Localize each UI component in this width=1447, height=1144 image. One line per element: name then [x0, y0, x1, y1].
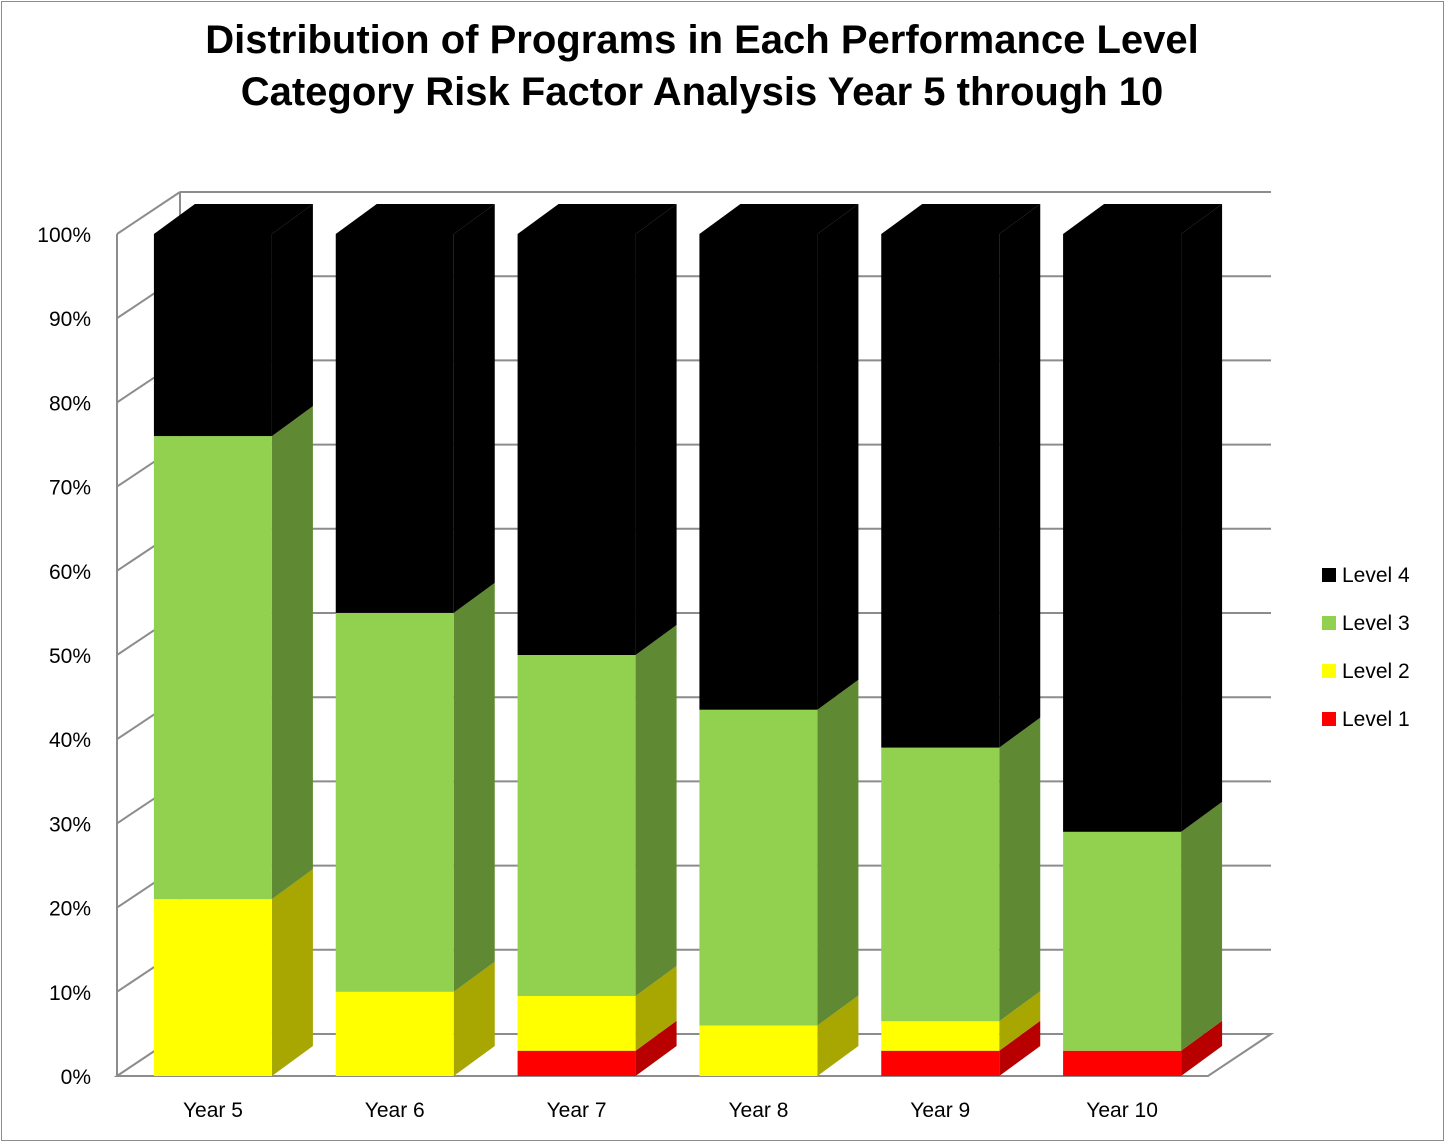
- side-wall-gridline: [116, 191, 181, 235]
- bar-segment: [1063, 1050, 1182, 1076]
- bar-segment: [699, 234, 818, 710]
- bar-side: [271, 406, 313, 900]
- bar-side: [271, 869, 313, 1076]
- bar-segment: [153, 899, 272, 1076]
- y-tick-label: 80%: [49, 392, 91, 415]
- bar-segment: [1063, 234, 1182, 832]
- y-tick-label: 30%: [49, 813, 91, 836]
- bar-side: [635, 966, 677, 1051]
- bar-segment: [517, 655, 636, 997]
- x-tick-label: Year 9: [910, 1099, 970, 1122]
- legend-swatch: [1322, 568, 1336, 582]
- y-tick-label: 90%: [49, 308, 91, 331]
- bar-segment: [1063, 831, 1182, 1051]
- x-tick-label: Year 5: [183, 1099, 243, 1122]
- bar-side: [635, 625, 677, 997]
- bar-side: [271, 204, 313, 437]
- y-tick-label: 10%: [49, 982, 91, 1005]
- x-tick-label: Year 7: [547, 1099, 607, 1122]
- legend-label: Level 4: [1342, 564, 1410, 587]
- x-tick-label: Year 6: [365, 1099, 425, 1122]
- bar-side: [453, 582, 495, 992]
- legend-label: Level 1: [1342, 708, 1410, 731]
- bar-segment: [881, 747, 1000, 1022]
- bar-segment: [699, 1025, 818, 1076]
- legend-swatch: [1322, 712, 1336, 726]
- bar-side: [817, 204, 859, 710]
- legend-swatch: [1322, 664, 1336, 678]
- x-tick-label: Year 8: [728, 1099, 788, 1122]
- bar-side: [635, 204, 677, 655]
- y-tick-label: 50%: [49, 645, 91, 668]
- bar-segment: [517, 1050, 636, 1076]
- bar-top: [1063, 204, 1223, 234]
- bar-segment: [881, 1050, 1000, 1076]
- bar-segment: [335, 612, 454, 992]
- legend-label: Level 3: [1342, 612, 1410, 635]
- bar-side: [999, 991, 1041, 1051]
- bar-top: [699, 204, 859, 234]
- bar-side: [999, 1020, 1041, 1076]
- bar-side: [635, 1020, 677, 1076]
- bar-side: [1181, 801, 1223, 1051]
- bar-segment: [335, 234, 454, 613]
- y-tick-label: 70%: [49, 477, 91, 500]
- bar-segment: [517, 996, 636, 1051]
- bar-segment: [517, 234, 636, 655]
- bar-side: [817, 995, 859, 1076]
- bar-side: [1181, 204, 1223, 832]
- bar-segment: [153, 436, 272, 900]
- bar-side: [999, 717, 1041, 1022]
- bar-side: [1181, 1020, 1223, 1076]
- bar-segment: [699, 709, 818, 1026]
- bar-segment: [153, 234, 272, 437]
- legend-label: Level 2: [1342, 660, 1410, 683]
- bar-segment: [881, 234, 1000, 748]
- chart-title: Distribution of Programs in Each Perform…: [205, 18, 1199, 114]
- bar-top: [153, 204, 313, 234]
- bar-side: [999, 204, 1041, 748]
- x-tick-label: Year 10: [1086, 1099, 1158, 1122]
- bar-top: [335, 204, 495, 234]
- y-tick-label: 40%: [49, 729, 91, 752]
- bar-side: [453, 204, 495, 613]
- bar-segment: [881, 1021, 1000, 1051]
- bar-top: [881, 204, 1041, 234]
- bar-side: [817, 679, 859, 1026]
- bar-segment: [335, 991, 454, 1076]
- bar-top: [517, 204, 677, 234]
- bar-side: [453, 961, 495, 1076]
- legend-swatch: [1322, 616, 1336, 630]
- y-tick-label: 100%: [37, 224, 91, 247]
- y-tick-label: 20%: [49, 898, 91, 921]
- y-tick-label: 60%: [49, 561, 91, 584]
- y-tick-label: 0%: [61, 1066, 91, 1089]
